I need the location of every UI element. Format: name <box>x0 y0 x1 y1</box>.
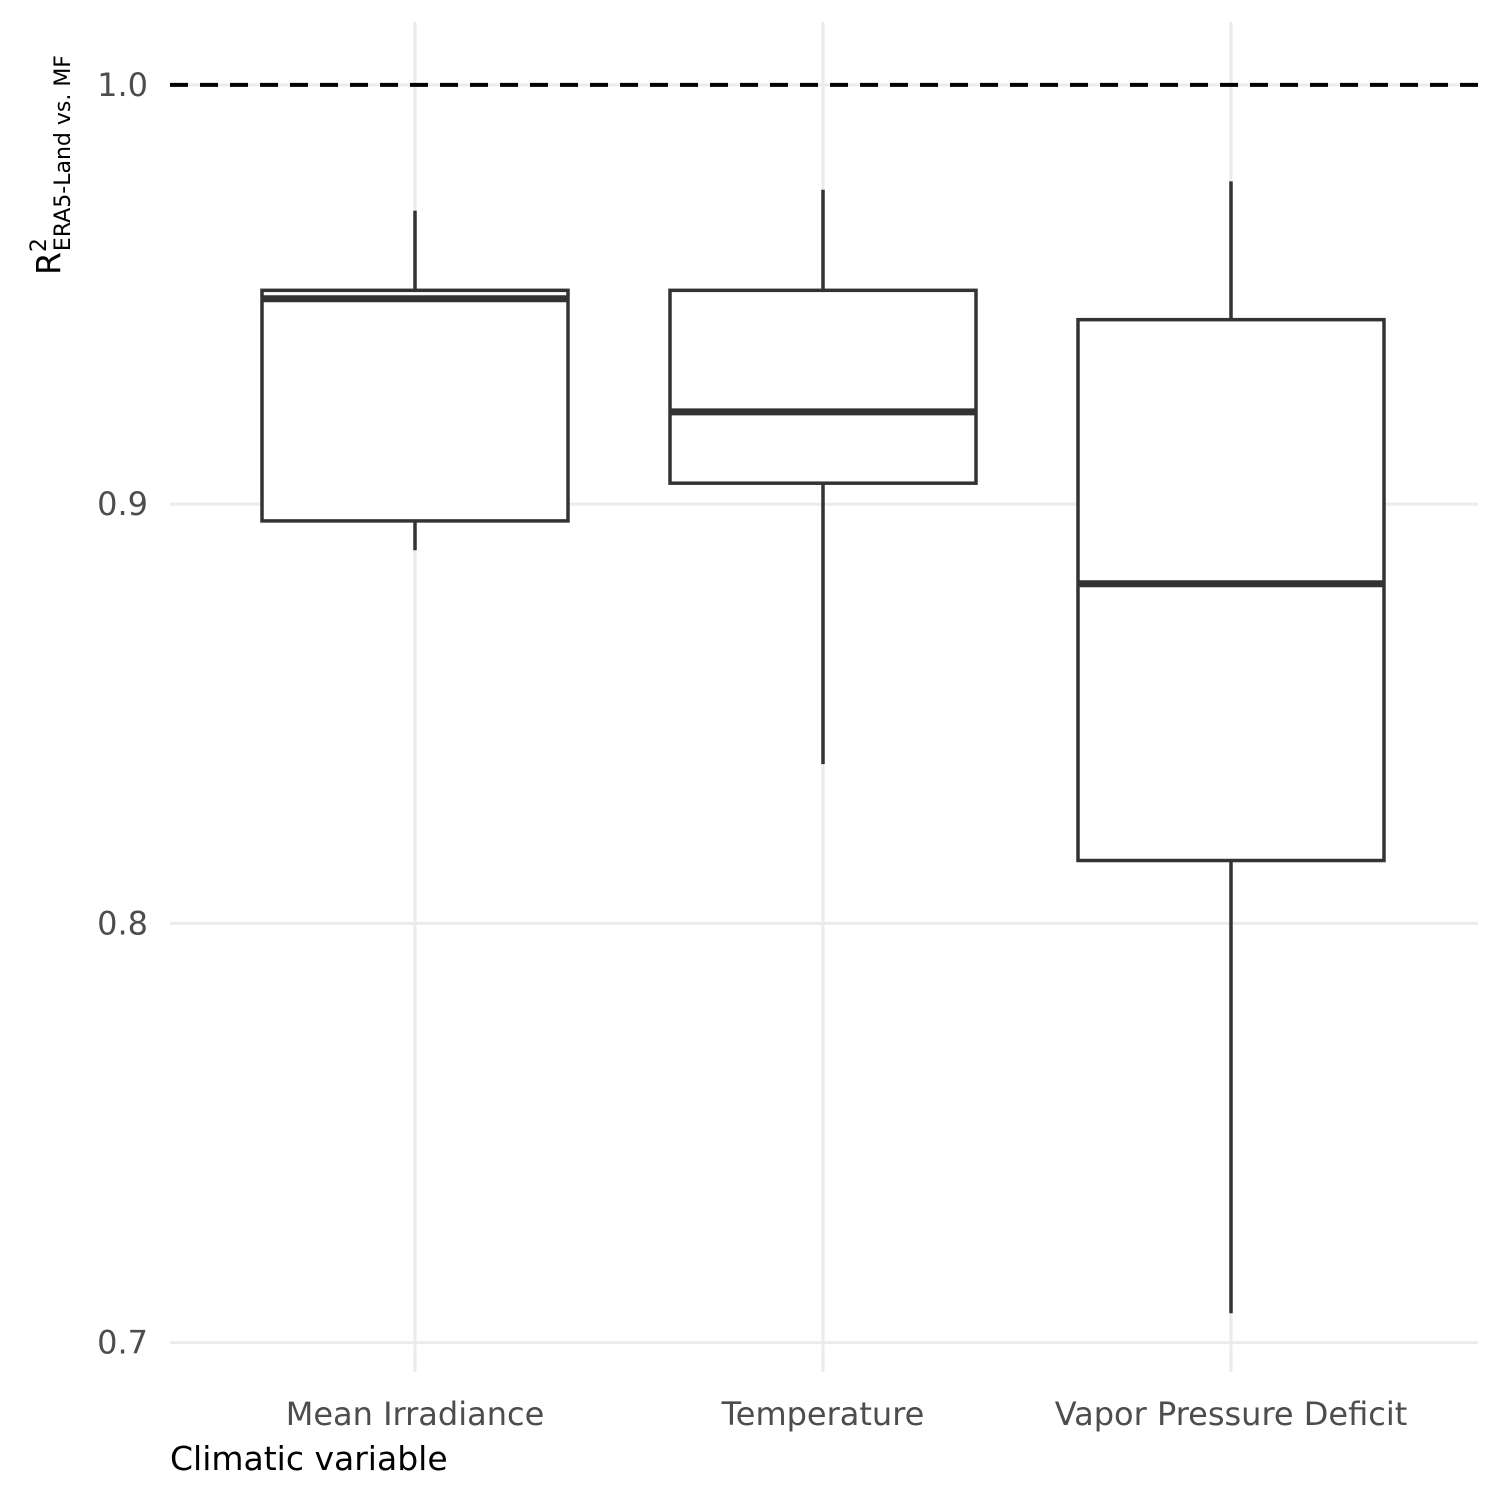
x-tick-labels: Mean Irradiance Temperature Vapor Pressure… <box>286 1395 1408 1433</box>
box-iqr <box>260 288 570 523</box>
x-tick-label: Mean Irradiance <box>286 1395 545 1433</box>
box-temperature <box>668 189 978 765</box>
box-vapor-pressure-deficit <box>1076 181 1386 1314</box>
box-iqr <box>668 288 978 485</box>
y-axis-title-main: R <box>29 252 68 275</box>
box-iqr <box>1076 317 1386 863</box>
y-axis-title: R2ERA5-Land vs. MF <box>27 55 76 275</box>
y-tick-label: 0.9 <box>97 485 148 523</box>
x-axis-title: Climatic variable <box>170 1439 448 1478</box>
y-tick-label: 0.7 <box>97 1324 148 1362</box>
y-tick-labels: 0.7 0.8 0.9 1.0 <box>97 66 148 1362</box>
x-tick-label: Temperature <box>721 1395 925 1433</box>
box-mean-irradiance <box>260 210 570 551</box>
boxes <box>260 181 1386 1314</box>
y-tick-label: 0.8 <box>97 904 148 942</box>
y-axis-title-subscript: ERA5-Land vs. MF <box>51 55 76 251</box>
y-axis-title-superscript: 2 <box>27 238 52 252</box>
x-tick-label: Vapor Pressure Deficit <box>1055 1395 1408 1433</box>
y-tick-label: 1.0 <box>97 66 148 104</box>
